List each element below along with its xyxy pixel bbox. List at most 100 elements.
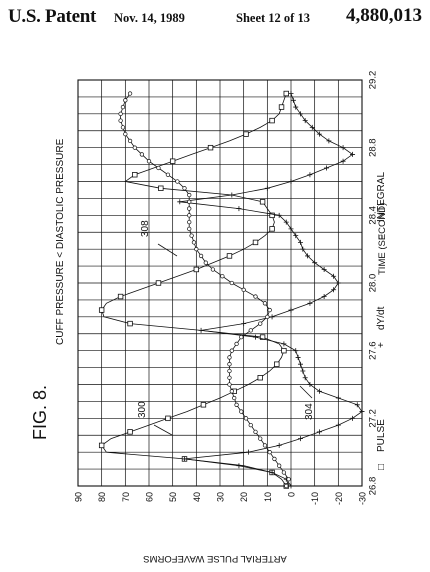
- data-point-pulse: [194, 267, 199, 272]
- value-tick-label: 10: [263, 492, 273, 502]
- value-tick-label: 60: [145, 492, 155, 502]
- data-point-integral: [121, 105, 125, 109]
- data-point-integral: [263, 444, 267, 448]
- data-point-dydt: [241, 321, 246, 326]
- data-point-integral: [190, 234, 194, 238]
- data-point-dydt: [289, 179, 294, 184]
- data-point-pulse: [201, 403, 206, 408]
- reference-leader: [300, 386, 312, 398]
- data-point-integral: [240, 410, 244, 414]
- value-tick-label: 50: [168, 492, 178, 502]
- data-point-pulse: [258, 375, 263, 380]
- data-point-dydt: [177, 199, 182, 204]
- data-point-integral: [211, 268, 215, 272]
- reference-label: 308: [140, 220, 151, 237]
- data-point-integral: [128, 139, 132, 143]
- data-point-dydt: [355, 402, 360, 407]
- data-point-integral: [242, 288, 246, 292]
- data-point-pulse: [166, 416, 171, 421]
- data-point-dydt: [298, 362, 303, 367]
- data-point-integral: [235, 403, 239, 407]
- data-point-integral: [187, 214, 191, 218]
- data-point-integral: [268, 450, 272, 454]
- data-point-pulse: [275, 362, 280, 367]
- data-point-pulse: [118, 294, 123, 299]
- data-point-dydt: [336, 423, 341, 428]
- data-point-integral: [121, 126, 125, 130]
- data-point-integral: [254, 295, 258, 299]
- data-point-integral: [157, 166, 161, 170]
- data-point-dydt: [317, 429, 322, 434]
- data-point-integral: [228, 383, 232, 387]
- value-tick-label: 20: [239, 492, 249, 502]
- data-point-integral: [147, 159, 151, 163]
- data-point-integral: [176, 180, 180, 184]
- data-point-pulse: [270, 118, 275, 123]
- data-point-pulse: [244, 132, 249, 137]
- data-point-dydt: [296, 355, 301, 360]
- data-point-integral: [187, 200, 191, 204]
- data-point-dydt: [229, 193, 234, 198]
- data-point-integral: [249, 329, 253, 333]
- data-point-integral: [273, 457, 277, 461]
- data-point-dydt: [303, 375, 308, 380]
- series-line-integral: [121, 94, 289, 487]
- data-point-integral: [221, 274, 225, 278]
- legend-label: INTEGRAL: [376, 172, 387, 222]
- time-tick-label: 28.8: [368, 138, 379, 157]
- data-point-dydt: [246, 450, 251, 455]
- series-line-pulse: [102, 94, 287, 487]
- data-point-integral: [140, 153, 144, 157]
- data-point-integral: [266, 315, 270, 319]
- data-point-integral: [187, 227, 191, 231]
- data-point-integral: [258, 322, 262, 326]
- legend-marker: +: [376, 342, 387, 348]
- value-tick-label: -30: [358, 492, 368, 505]
- legend-marker: ○: [376, 234, 387, 240]
- time-tick-label: 26.8: [368, 477, 379, 496]
- data-point-integral: [133, 146, 137, 150]
- data-point-integral: [230, 281, 234, 285]
- data-point-integral: [187, 207, 191, 211]
- data-point-integral: [192, 241, 196, 245]
- data-point-integral: [235, 342, 239, 346]
- data-point-pulse: [260, 200, 265, 205]
- data-point-integral: [124, 132, 128, 136]
- data-point-dydt: [289, 484, 294, 489]
- data-point-integral: [204, 261, 208, 265]
- data-point-dydt: [289, 308, 294, 313]
- data-point-pulse: [99, 443, 104, 448]
- data-point-integral: [284, 484, 288, 488]
- reference-label: 304: [304, 403, 315, 420]
- data-point-dydt: [265, 186, 270, 191]
- reference-leader: [158, 244, 177, 256]
- data-point-integral: [119, 119, 123, 123]
- data-point-pulse: [133, 172, 138, 177]
- data-point-pulse: [170, 159, 175, 164]
- figure-label: FIG. 8.: [30, 385, 50, 440]
- data-point-integral: [183, 186, 187, 190]
- data-point-pulse: [156, 281, 161, 286]
- data-point-integral: [228, 362, 232, 366]
- data-point-integral: [258, 437, 262, 441]
- data-point-integral: [228, 356, 232, 360]
- data-point-integral: [244, 417, 248, 421]
- data-point-dydt: [277, 443, 282, 448]
- chart-grid: [78, 80, 362, 486]
- value-tick-label: 40: [192, 492, 202, 502]
- data-point-dydt: [336, 281, 341, 286]
- data-point-pulse: [128, 321, 133, 326]
- data-point-dydt: [336, 396, 341, 401]
- time-tick-label: 29.2: [368, 71, 379, 90]
- data-point-dydt: [341, 159, 346, 164]
- data-point-dydt: [341, 145, 346, 150]
- data-point-pulse: [279, 105, 284, 110]
- value-tick-label: 0: [287, 492, 297, 497]
- y-axis-label: ARTERIAL PULSE WAVEFORMS: [143, 553, 287, 564]
- tick-labels: -30-20-10010203040506070809026.827.227.6…: [74, 71, 379, 505]
- data-point-dydt: [236, 463, 241, 468]
- data-point-integral: [195, 247, 199, 251]
- value-tick-label: 70: [121, 492, 131, 502]
- data-point-dydt: [324, 165, 329, 170]
